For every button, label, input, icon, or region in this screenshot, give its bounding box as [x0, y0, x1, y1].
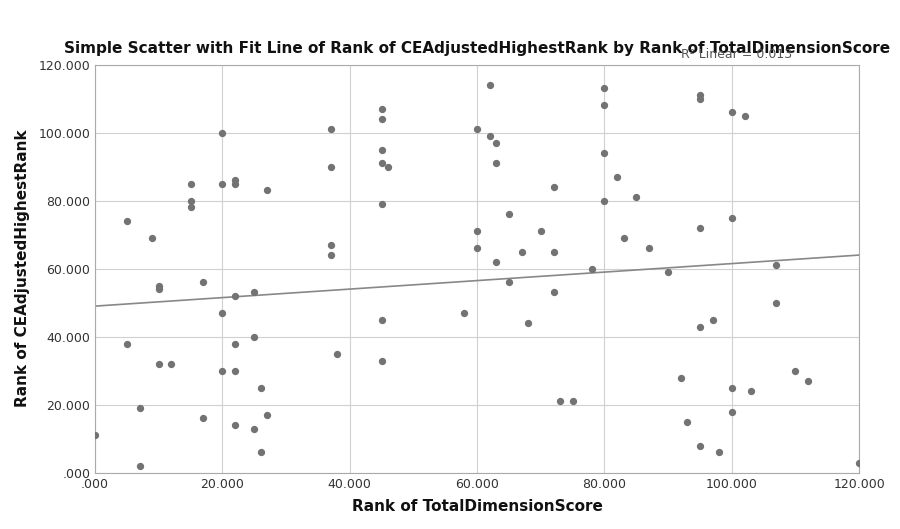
Point — [470, 125, 484, 133]
Point — [254, 384, 268, 392]
Point — [470, 244, 484, 252]
Point — [228, 291, 242, 300]
Point — [184, 196, 198, 205]
Point — [598, 101, 612, 110]
Point — [457, 309, 472, 317]
Point — [196, 414, 211, 423]
Point — [724, 108, 739, 116]
Point — [680, 417, 695, 426]
Point — [610, 172, 625, 181]
Point — [215, 309, 230, 317]
Point — [374, 105, 389, 113]
Point — [132, 404, 147, 413]
Point — [120, 217, 134, 225]
Point — [852, 458, 867, 467]
Point — [801, 377, 815, 385]
Point — [260, 186, 274, 195]
Point — [145, 234, 159, 242]
Point — [228, 176, 242, 185]
Point — [374, 145, 389, 154]
Point — [673, 373, 688, 382]
Point — [151, 360, 166, 368]
Point — [770, 261, 784, 269]
Point — [565, 397, 580, 406]
Point — [489, 159, 503, 168]
Point — [381, 162, 395, 171]
Point — [482, 81, 497, 89]
Point — [374, 200, 389, 208]
Point — [629, 193, 643, 202]
Point — [501, 210, 516, 218]
Point — [661, 268, 675, 276]
Point — [598, 84, 612, 93]
Point — [534, 227, 548, 235]
Point — [693, 441, 707, 450]
Point — [228, 421, 242, 430]
Point — [743, 387, 758, 395]
Point — [546, 288, 561, 297]
Point — [151, 285, 166, 293]
Point — [374, 115, 389, 123]
Point — [489, 258, 503, 266]
Point — [584, 264, 598, 273]
Point — [196, 278, 211, 287]
Point — [724, 384, 739, 392]
Point — [693, 322, 707, 331]
Point — [215, 129, 230, 137]
Point — [489, 139, 503, 147]
Point — [598, 196, 612, 205]
Point — [260, 411, 274, 419]
Point — [693, 94, 707, 103]
Point — [329, 350, 344, 358]
Point — [228, 339, 242, 348]
Y-axis label: Rank of CEAdjustedHighestRank: Rank of CEAdjustedHighestRank — [15, 130, 30, 407]
Point — [642, 244, 656, 252]
Point — [374, 357, 389, 365]
Point — [546, 248, 561, 256]
Text: R² Linear = 0.013: R² Linear = 0.013 — [681, 48, 792, 61]
Point — [737, 112, 751, 120]
Point — [788, 367, 803, 375]
Point — [215, 179, 230, 188]
Point — [132, 462, 147, 470]
Point — [120, 339, 134, 348]
Point — [515, 248, 529, 256]
Point — [770, 298, 784, 307]
Point — [553, 397, 567, 406]
Point — [712, 448, 726, 457]
Point — [184, 203, 198, 212]
Point — [546, 183, 561, 191]
Point — [215, 367, 230, 375]
Point — [693, 91, 707, 99]
Point — [228, 367, 242, 375]
Point — [693, 224, 707, 232]
Point — [323, 162, 338, 171]
Point — [254, 448, 268, 457]
Point — [184, 179, 198, 188]
Point — [616, 234, 631, 242]
Point — [165, 360, 179, 368]
Point — [724, 407, 739, 416]
Point — [247, 288, 261, 297]
Point — [706, 315, 720, 324]
Point — [482, 132, 497, 140]
Point — [501, 278, 516, 287]
Point — [323, 241, 338, 249]
Point — [724, 213, 739, 222]
Point — [470, 227, 484, 235]
Point — [374, 159, 389, 168]
Point — [247, 424, 261, 433]
Point — [88, 431, 103, 440]
Point — [521, 319, 535, 327]
X-axis label: Rank of TotalDimensionScore: Rank of TotalDimensionScore — [352, 499, 602, 514]
Point — [323, 251, 338, 259]
Point — [228, 179, 242, 188]
Point — [247, 333, 261, 341]
Point — [323, 125, 338, 133]
Point — [598, 149, 612, 157]
Point — [374, 315, 389, 324]
Point — [151, 281, 166, 290]
Title: Simple Scatter with Fit Line of Rank of CEAdjustedHighestRank by Rank of TotalDi: Simple Scatter with Fit Line of Rank of … — [64, 41, 890, 57]
